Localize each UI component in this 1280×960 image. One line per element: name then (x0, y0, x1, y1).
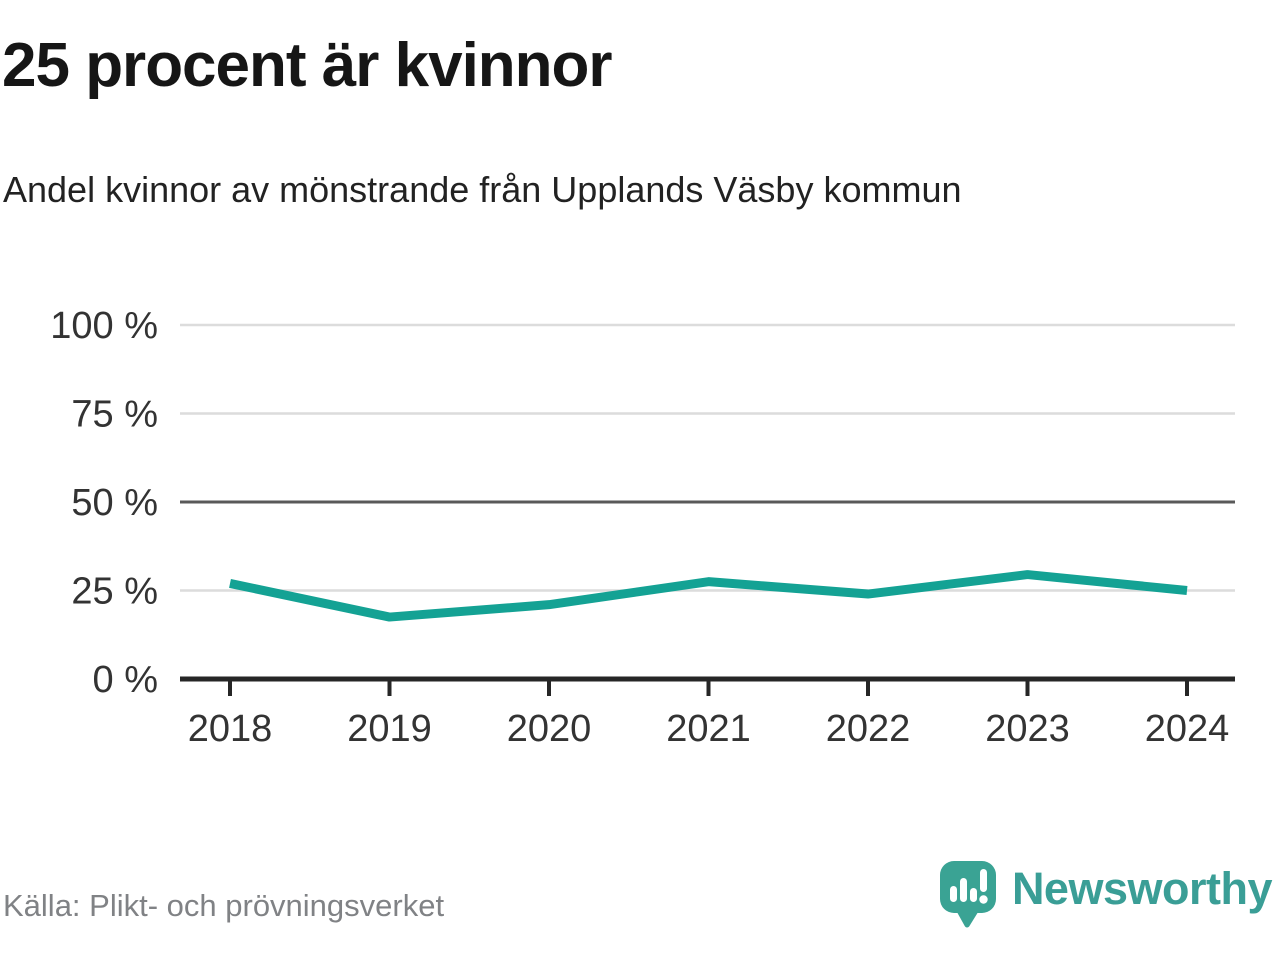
newsworthy-logo-icon (939, 861, 996, 928)
source-note: Källa: Plikt- och prövningsverket (3, 888, 445, 923)
x-tick-label: 2020 (507, 708, 592, 750)
x-axis (180, 676, 1235, 696)
x-tick-label: 2019 (347, 708, 432, 750)
x-tick-label: 2024 (1145, 708, 1230, 750)
x-tick-label: 2023 (985, 708, 1070, 750)
y-tick-label: 75 % (71, 394, 158, 436)
y-tick-label: 0 % (93, 659, 158, 701)
chart-subtitle: Andel kvinnor av mönstrande från Uppland… (3, 169, 962, 210)
y-tick-label: 50 % (71, 482, 158, 524)
newsworthy-logo: Newsworthy (939, 858, 1273, 932)
x-tick-label: 2018 (188, 708, 273, 750)
chart-gridlines (180, 323, 1235, 592)
y-axis-labels: 0 % 25 % 50 % 75 % 100 % (50, 305, 158, 701)
data-line-series (229, 570, 1188, 622)
x-tick-label: 2022 (826, 708, 911, 750)
line-chart: 0 % 25 % 50 % 75 % 100 % 2018 2019 2020 2021 202… (50, 305, 1235, 750)
y-tick-label: 100 % (50, 305, 158, 347)
y-tick-label: 25 % (71, 571, 158, 613)
page-title: 25 procent är kvinnor (2, 31, 613, 100)
x-axis-labels: 2018 2019 2020 2021 2022 2023 2024 (188, 708, 1230, 750)
newsworthy-logo-text: Newsworthy (1011, 862, 1273, 914)
x-tick-label: 2021 (666, 708, 751, 750)
